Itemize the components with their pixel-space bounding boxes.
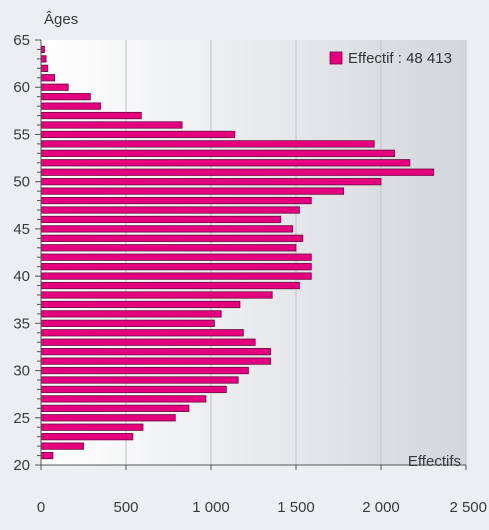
bar-age-52 (40, 159, 411, 167)
y-tick-label-50: 50 (13, 174, 30, 191)
y-tick-label-30: 30 (13, 363, 30, 380)
x-tick-label-500: 500 (113, 499, 138, 516)
bar-age-31 (40, 357, 271, 365)
y-tick-label-45: 45 (13, 221, 30, 238)
bar-age-46 (40, 215, 282, 224)
bar-age-42 (40, 253, 312, 261)
bar-age-27 (40, 395, 207, 403)
bar-age-37 (40, 300, 241, 309)
bar-age-44 (40, 234, 304, 242)
bar-age-51 (40, 168, 435, 176)
bar-age-35 (40, 319, 215, 327)
y-tick-label-55: 55 (13, 126, 30, 143)
bar-age-63 (40, 55, 47, 63)
legend-swatch (329, 51, 343, 65)
y-tick-label-65: 65 (13, 32, 30, 49)
bar-age-24 (40, 423, 144, 431)
bar-age-30 (40, 366, 249, 375)
bar-age-53 (40, 149, 396, 157)
bar-age-43 (40, 244, 297, 252)
bar-age-39 (40, 281, 300, 290)
bar-age-49 (40, 187, 345, 195)
y-tick-label-20: 20 (13, 457, 30, 474)
gridlines (125, 40, 467, 465)
bar-age-57 (40, 111, 142, 120)
bar-age-36 (40, 310, 222, 318)
x-tick-label-1500: 1 500 (277, 499, 315, 516)
bar-age-29 (40, 376, 239, 384)
x-tick-label-2000: 2 000 (362, 499, 400, 516)
bar-age-45 (40, 225, 294, 233)
bar-age-60 (40, 83, 69, 91)
y-tick-label-35: 35 (13, 315, 30, 332)
y-tick-label-40: 40 (13, 268, 30, 285)
y-tick-labels: 20 25 30 35 40 45 50 55 60 65 (13, 32, 30, 474)
bar-age-26 (40, 404, 190, 412)
axes (35, 39, 467, 470)
legend: Effectif : 48 413 (329, 50, 452, 67)
bar-age-50 (40, 178, 382, 186)
bar-age-38 (40, 291, 273, 299)
bar-age-48 (40, 196, 312, 205)
y-tick-label-25: 25 (13, 410, 30, 427)
bar-age-21 (40, 451, 54, 460)
bar-age-22 (40, 442, 84, 450)
x-tick-labels: 0 500 1 000 1 500 2 000 2 500 (37, 499, 487, 516)
bar-age-40 (40, 272, 312, 280)
bar-age-47 (40, 206, 300, 214)
bar-age-54 (40, 140, 375, 148)
bars (40, 45, 435, 460)
y-tick-label-60: 60 (13, 79, 30, 96)
bar-age-32 (40, 348, 271, 356)
x-tick-label-2500: 2 500 (449, 499, 487, 516)
bar-age-33 (40, 338, 256, 346)
y-axis-title: Âges (44, 11, 78, 28)
bar-age-62 (40, 64, 49, 72)
x-axis-title: Effectifs (408, 453, 461, 470)
bar-age-59 (40, 93, 91, 101)
bar-age-25 (40, 414, 176, 422)
bar-age-55 (40, 130, 236, 139)
bar-age-34 (40, 329, 244, 337)
bar-age-28 (40, 385, 227, 394)
bar-age-61 (40, 74, 56, 82)
plot-area (41, 40, 466, 465)
x-tick-label-1000: 1 000 (192, 499, 230, 516)
bar-age-23 (40, 433, 134, 441)
x-tick-label-0: 0 (37, 499, 45, 516)
legend-label: Effectif : 48 413 (348, 50, 452, 67)
bar-age-64 (40, 45, 45, 54)
bar-age-41 (40, 263, 312, 271)
bar-age-56 (40, 121, 183, 129)
bar-age-58 (40, 102, 101, 110)
